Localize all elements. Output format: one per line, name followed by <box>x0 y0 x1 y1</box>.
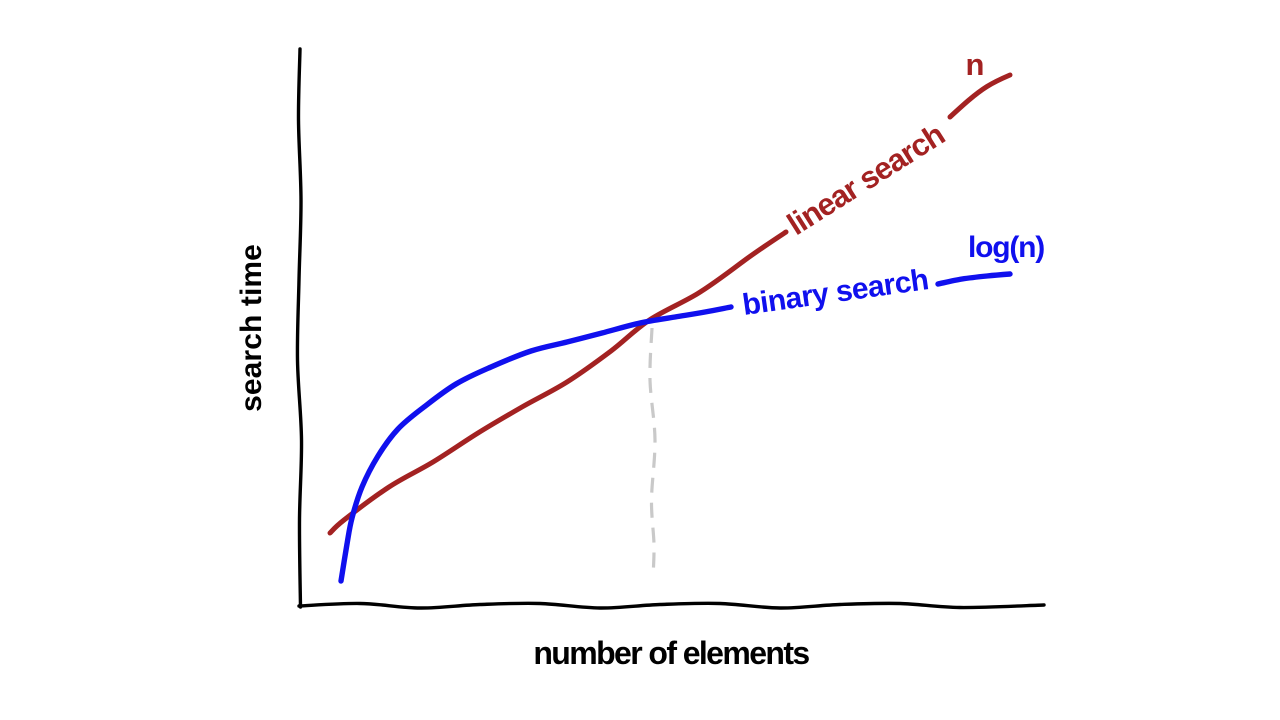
svg-text:binary search: binary search <box>740 263 930 322</box>
svg-text:search time: search time <box>235 244 268 412</box>
svg-text:n: n <box>966 47 985 82</box>
svg-text:linear search: linear search <box>781 117 950 242</box>
svg-text:number of elements: number of elements <box>533 635 809 671</box>
svg-text:log(n): log(n) <box>968 231 1044 264</box>
